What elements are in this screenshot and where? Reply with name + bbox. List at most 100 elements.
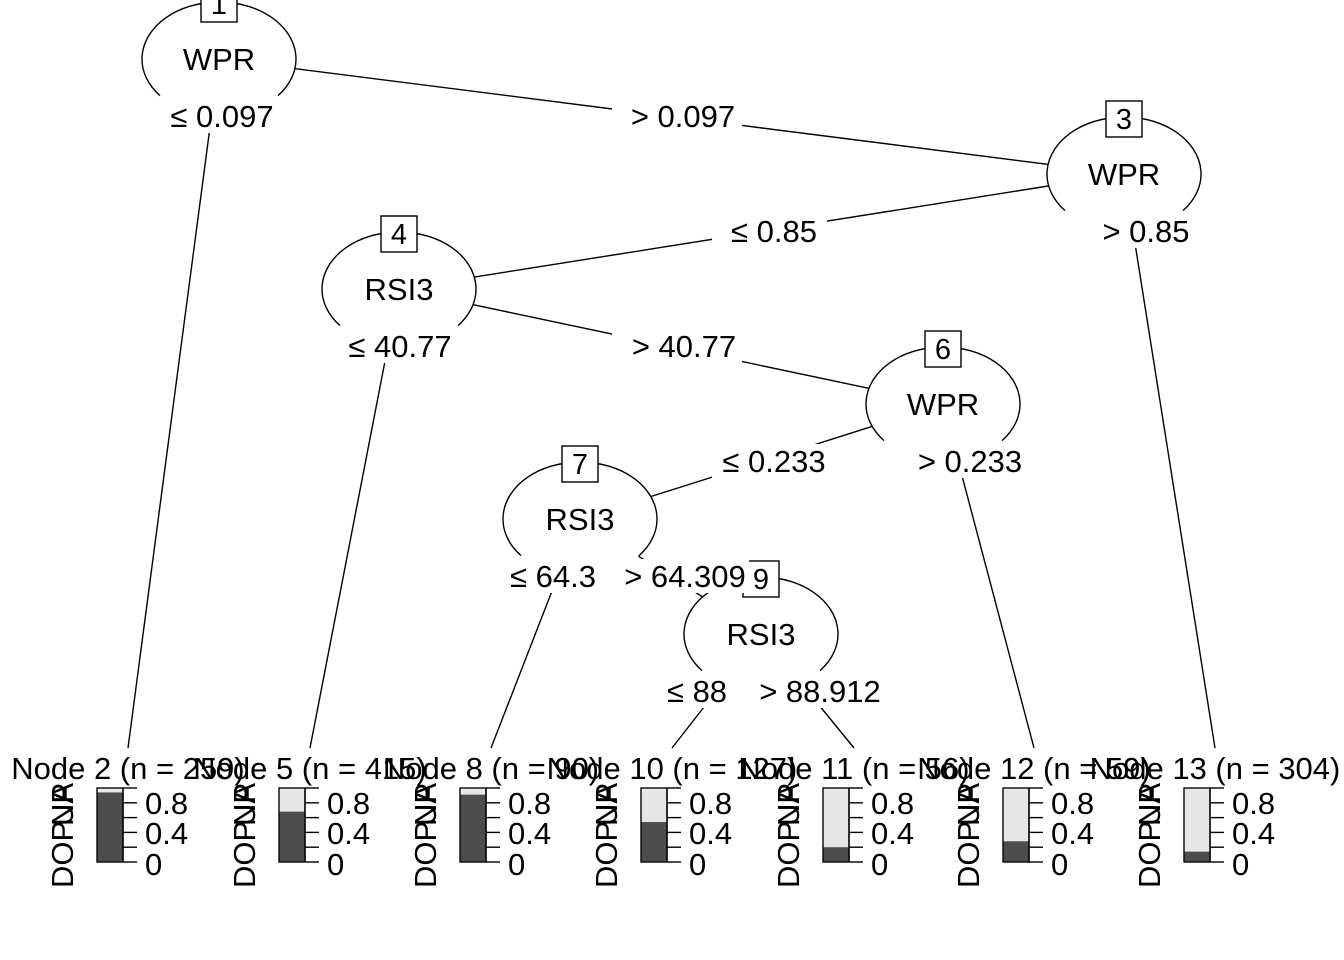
leaf-node-title: Node 8 (n = 90) xyxy=(383,751,599,786)
edge-label-1-2: ≤ 0.097 xyxy=(165,99,280,134)
leaf-bar-tick-label: 0.8 xyxy=(1232,786,1275,821)
leaf-node-title: Node 11 (n = 56) xyxy=(738,751,969,786)
edge-label-background xyxy=(612,329,742,363)
leaf-bar-tick-label: 0.4 xyxy=(1051,816,1094,851)
edge-label-1-3: > 0.097 xyxy=(612,99,742,134)
inner-node-1: 1 WPR xyxy=(141,0,297,116)
node-id-label: 9 xyxy=(753,564,769,596)
node-variable-label: RSI3 xyxy=(365,272,434,307)
leaf-category-label: UP xyxy=(951,783,986,826)
leaf-category-label: DOP xyxy=(1132,821,1167,888)
edge-label-background xyxy=(905,444,1030,478)
node-variable-label: WPR xyxy=(1088,157,1160,192)
node-variable-label: RSI3 xyxy=(546,502,615,537)
leaf-category-label: NA xyxy=(1132,783,1167,826)
inner-node-4: 4 RSI3 xyxy=(321,215,477,346)
edge-label-background xyxy=(655,674,739,708)
edge-label-4-6: > 40.77 xyxy=(612,329,742,364)
leaf-bar-tick-label: 0.4 xyxy=(327,816,370,851)
node-variable-label: WPR xyxy=(183,42,255,77)
edge-split-label: > 0.233 xyxy=(918,444,1022,479)
leaf-bar-tick-label: 0 xyxy=(1232,847,1249,882)
edge-split-label: > 64.309 xyxy=(624,559,746,594)
leaf-category-label: UP xyxy=(45,783,80,826)
leaf-bar-tick-label: 0 xyxy=(689,847,706,882)
edge-split-label: ≤ 40.77 xyxy=(348,329,451,364)
leaf-category-label: NA xyxy=(951,783,986,826)
leaf-node-title: Node 2 (n = 259) xyxy=(11,751,245,786)
edge-split-label: > 0.85 xyxy=(1102,214,1189,249)
leaf-category-label: UP xyxy=(1132,783,1167,826)
edge-label-background xyxy=(752,674,886,708)
leaf-bar-dop-share xyxy=(641,822,667,862)
leaf-category-label: DOP xyxy=(45,821,80,888)
node-oval-fill xyxy=(684,577,838,691)
node-id-label: 7 xyxy=(572,449,588,481)
node-id-box xyxy=(200,0,238,23)
leaf-category-label: UP xyxy=(408,783,443,826)
leaf-bar-dop-share xyxy=(823,847,849,862)
edge-3-13 xyxy=(1123,173,1216,749)
edge-label-background xyxy=(338,329,460,363)
leaf-category-label: DOP xyxy=(951,821,986,888)
leaf-bar-tick-label: 0.4 xyxy=(871,816,914,851)
edge-split-label: ≤ 64.3 xyxy=(510,559,596,594)
edge-label-7-8: ≤ 64.3 xyxy=(500,559,604,594)
leaf-bar-tick-label: 0 xyxy=(871,847,888,882)
leaf-category-label: NA xyxy=(227,783,262,826)
node-id-label: 4 xyxy=(391,219,407,251)
leaf-bar-dop-share xyxy=(1184,851,1210,862)
edge-label-6-7: ≤ 0.233 xyxy=(712,444,837,479)
edge-split-label: > 0.097 xyxy=(631,99,735,134)
node-oval-fill xyxy=(142,2,296,116)
leaf-bar-dop-share xyxy=(97,792,123,862)
inner-node-6: 6 WPR xyxy=(865,330,1021,461)
node-id-label: 3 xyxy=(1116,104,1132,136)
leaf-bar-background xyxy=(1183,787,1211,863)
edge-label-background xyxy=(500,559,604,593)
edge-label-background xyxy=(615,559,749,593)
edge-1-2 xyxy=(127,58,220,749)
inner-node-7: 7 RSI3 xyxy=(502,445,658,576)
node-variable-label: WPR xyxy=(907,387,979,422)
edge-split-label: ≤ 0.097 xyxy=(170,99,273,134)
node-oval-fill xyxy=(1047,117,1201,231)
edge-label-9-10: ≤ 88 xyxy=(655,674,739,709)
edge-label-7-9: > 64.309 xyxy=(615,559,749,594)
leaf-node-title: Node 12 (n = 59) xyxy=(917,751,1151,786)
leaf-bar-dop-share xyxy=(460,794,486,862)
leaf-bar-dop-share xyxy=(279,811,305,862)
leaf-bar-tick-label: 0 xyxy=(1051,847,1068,882)
leaf-bar-dop-share xyxy=(1003,841,1029,862)
edge-split-label: > 40.77 xyxy=(632,329,736,364)
edge-label-background xyxy=(712,214,827,248)
node-id-box xyxy=(924,330,962,368)
edge-label-background xyxy=(612,99,742,133)
node-variable-label: RSI3 xyxy=(727,617,796,652)
leaf-bar-tick-label: 0.8 xyxy=(508,786,551,821)
leaf-category-label: DOP xyxy=(771,821,806,888)
edge-label-4-5: ≤ 40.77 xyxy=(338,329,460,364)
leaf-category-label: NA xyxy=(45,783,80,826)
nodes-layer: 1 WPR 3 WPR 4 RSI3 6 WPR 7 RSI3 9 RSI3 xyxy=(141,0,1202,691)
edge-split-label: ≤ 88 xyxy=(667,674,727,709)
leaf-bar-tick-label: 0.4 xyxy=(1232,816,1275,851)
leaf-node-title: Node 13 (n = 304) xyxy=(1090,751,1341,786)
node-id-label: 6 xyxy=(935,334,951,366)
leaf-category-label: DOP xyxy=(589,821,624,888)
edge-split-label: > 88.912 xyxy=(759,674,881,709)
leaf-bar-tick-label: 0.8 xyxy=(145,786,188,821)
node-id-label: 1 xyxy=(211,0,227,21)
leaf-node-title: Node 5 (n = 415) xyxy=(193,751,427,786)
edge-labels-layer: ≤ 0.097 > 0.097 ≤ 0.85 > 0.85 ≤ 40.77 > 40.77… xyxy=(165,99,1200,709)
node-id-box xyxy=(1105,100,1143,138)
leaf-category-label: DOP xyxy=(408,821,443,888)
inner-node-3: 3 WPR xyxy=(1046,100,1202,231)
